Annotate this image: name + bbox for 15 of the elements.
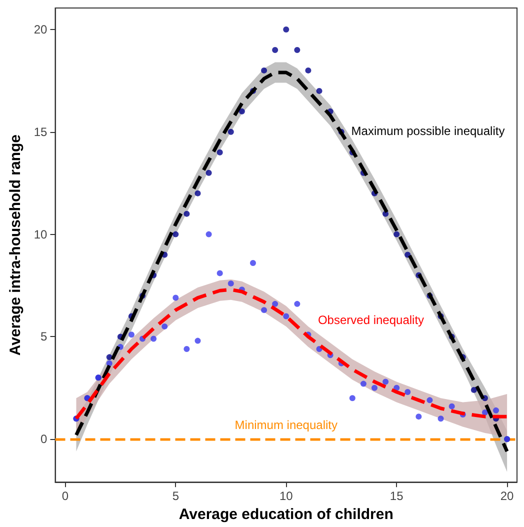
x-axis-title: Average education of children [178,506,394,523]
series-label: Maximum possible inequality [351,124,505,138]
y-tick-label: 15 [34,124,48,139]
x-tick-label: 0 [62,489,69,504]
y-axis-title: Average intra-household range [7,134,24,356]
y-tick-label: 10 [34,227,48,242]
series-label: Observed inequality [318,313,424,327]
x-tick-label: 10 [279,489,294,504]
y-tick-label: 0 [40,432,48,446]
ref-line-label: Minimum inequality [234,418,338,432]
x-tick-label: 20 [500,489,514,504]
x-tick-label: 5 [172,489,180,504]
y-tick-label: 5 [40,330,48,344]
x-tick-label: 15 [390,489,404,504]
y-tick-label: 20 [34,22,48,37]
